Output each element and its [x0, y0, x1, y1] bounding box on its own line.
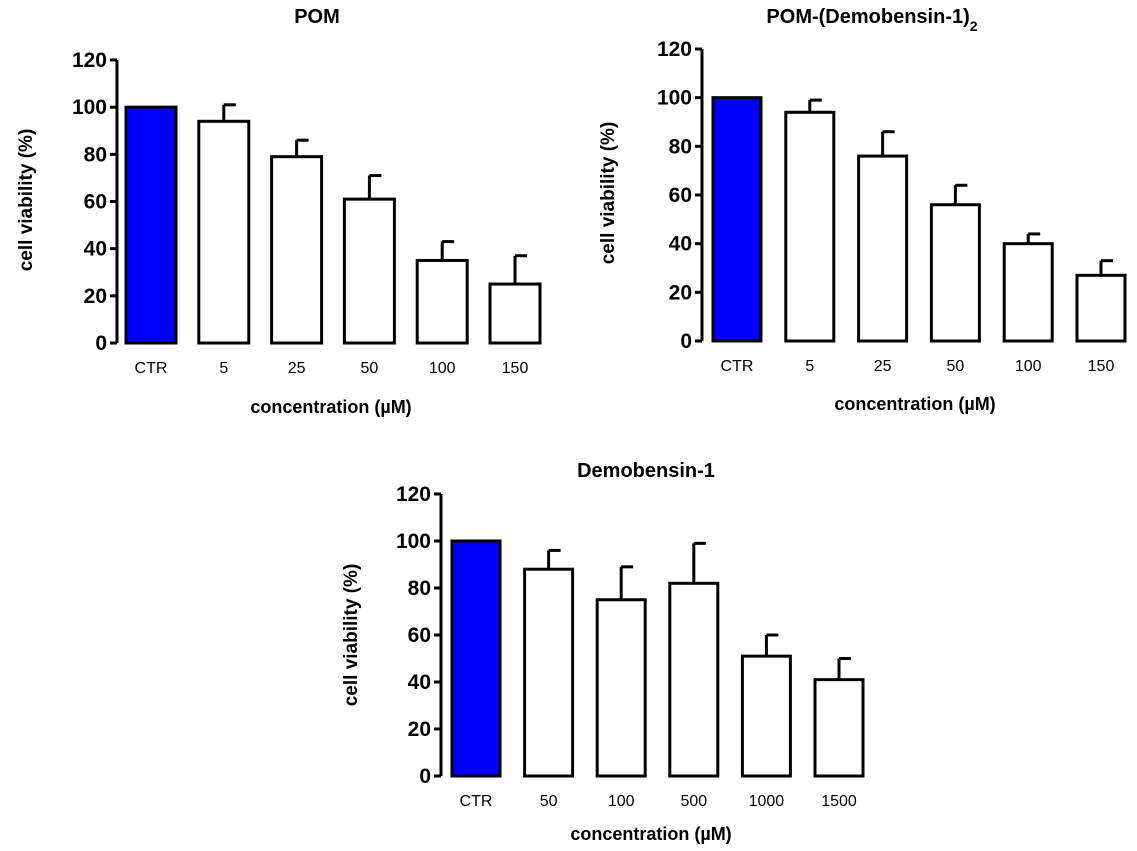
y-tick-label: 0: [680, 330, 692, 353]
y-tick-label: 80: [84, 143, 107, 166]
y-tick-label: 100: [72, 96, 107, 119]
y-tick-label: 0: [95, 332, 107, 355]
y-tick-label: 120: [396, 483, 431, 506]
bar-control: [450, 539, 502, 778]
bar: [784, 110, 836, 343]
chart-title-main: POM-(Demobensin-1): [766, 6, 969, 28]
y-tick-label: 120: [72, 49, 107, 72]
bar: [415, 258, 469, 345]
bar: [668, 581, 720, 778]
bar: [929, 203, 981, 343]
x-tick-label: CTR: [460, 793, 493, 810]
y-axis-label: cell viability (%): [341, 564, 362, 707]
panel-pom: POM cell viability (%) concentration (µM…: [16, 6, 542, 417]
bar: [857, 154, 909, 343]
chart-title: POM-(Demobensin-1)2: [766, 6, 977, 34]
bar-control: [124, 105, 178, 345]
plot-area: 0 20 40 60 80 100 120 CTR 5 25 50 100 150: [657, 38, 1127, 375]
bar: [595, 598, 647, 778]
x-tick-label: 5: [805, 358, 814, 375]
y-tick-label: 120: [657, 38, 692, 61]
x-axis-label: concentration (µM): [250, 397, 411, 417]
x-tick-label: 1000: [749, 793, 785, 810]
panel-demobensin: Demobensin-1 cell viability (%) concentr…: [341, 460, 865, 844]
x-tick-label: CTR: [135, 360, 168, 377]
x-tick-label: 50: [947, 358, 965, 375]
y-tick-label: 40: [669, 233, 692, 256]
x-tick-label: 25: [874, 358, 892, 375]
y-axis-label: cell viability (%): [16, 129, 37, 272]
x-tick-label: 100: [608, 793, 635, 810]
x-axis-label: concentration (µM): [834, 394, 995, 414]
x-axis-label: concentration (µM): [570, 824, 731, 844]
y-axis-label: cell viability (%): [598, 122, 619, 265]
bar-control: [711, 96, 763, 343]
x-tick-label: 500: [680, 793, 707, 810]
y-tick-label: 20: [408, 718, 431, 741]
x-tick-label: 50: [361, 360, 379, 377]
bar: [813, 678, 865, 778]
y-tick-label: 60: [84, 191, 107, 214]
bar: [270, 155, 324, 345]
y-tick-label: 80: [408, 577, 431, 600]
y-tick-label: 60: [669, 184, 692, 207]
bar: [1075, 273, 1127, 343]
x-tick-label: 5: [219, 360, 228, 377]
bar: [488, 282, 542, 345]
x-tick-label: 100: [429, 360, 456, 377]
bar: [740, 654, 792, 778]
y-tick-label: 80: [669, 135, 692, 158]
x-tick-label: 150: [1088, 358, 1115, 375]
plot-area: 0 20 40 60 80 100 120 CTR 5 25 50 100 150: [72, 49, 542, 377]
panel-pom-demobensin: POM-(Demobensin-1)2 cell viability (%) c…: [598, 6, 1127, 414]
y-tick-label: 100: [396, 530, 431, 553]
chart-title: POM: [294, 6, 340, 28]
plot-area: 0 20 40 60 80 100 120 CTR 50 100 500 1000 1500: [396, 483, 865, 810]
x-tick-label: 25: [288, 360, 306, 377]
y-tick-label: 0: [419, 765, 431, 788]
x-tick-label: CTR: [721, 358, 754, 375]
bar: [342, 197, 396, 345]
x-tick-label: 50: [540, 793, 558, 810]
bar: [197, 119, 251, 345]
y-tick-label: 40: [408, 671, 431, 694]
bar: [1002, 242, 1054, 343]
y-tick-label: 20: [84, 285, 107, 308]
bar: [523, 567, 575, 778]
y-tick-label: 20: [669, 281, 692, 304]
y-tick-label: 40: [84, 238, 107, 261]
y-tick-label: 60: [408, 624, 431, 647]
chart-title-subscript: 2: [970, 18, 978, 34]
x-tick-label: 100: [1015, 358, 1042, 375]
x-tick-label: 150: [502, 360, 529, 377]
chart-title: Demobensin-1: [577, 460, 715, 482]
y-tick-label: 100: [657, 87, 692, 110]
x-tick-label: 1500: [821, 793, 857, 810]
